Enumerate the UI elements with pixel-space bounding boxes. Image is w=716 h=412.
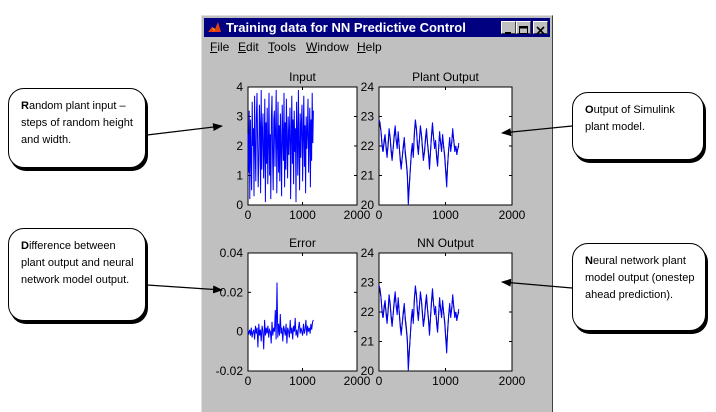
callout-error-initial: D — [21, 240, 29, 252]
window-title: Training data for NN Predictive Control — [226, 20, 466, 35]
callout-input-initial: R — [21, 100, 29, 112]
callout-nn-text: eural network plant model output (oneste… — [585, 255, 695, 301]
y-tick-label-2-1: 0 — [236, 325, 243, 339]
maximize-button[interactable] — [516, 21, 531, 34]
series-line-0-0 — [247, 89, 314, 203]
minimize-icon — [505, 32, 511, 34]
y-tick-label-0-0: 0 — [236, 198, 243, 212]
plot-title-1: Plant Output — [412, 70, 479, 84]
plot-title-2: Error — [289, 236, 316, 250]
matlab-logo-icon — [207, 20, 222, 35]
x-tick-label-3-2: 2000 — [499, 374, 526, 388]
y-tick-label-1-3: 23 — [361, 110, 375, 124]
y-tick-label-0-1: 1 — [236, 169, 243, 183]
x-tick-label-3-1: 1000 — [432, 374, 459, 388]
menu-edit[interactable]: Edit — [238, 40, 259, 54]
x-tick-label-2-2: 2000 — [344, 374, 371, 388]
plot-title-3: NN Output — [417, 236, 474, 250]
y-tick-label-3-1: 21 — [361, 335, 375, 349]
close-icon — [536, 26, 545, 35]
callout-error-text: ifference between plant output and neura… — [21, 240, 134, 286]
callout-plant-initial: O — [585, 104, 594, 116]
x-tick-label-0-1: 1000 — [289, 208, 316, 222]
callout-nn-output: Neural network plant model output (onest… — [572, 243, 706, 331]
y-tick-label-3-4: 24 — [361, 246, 375, 260]
x-tick-label-3-0: 0 — [376, 374, 383, 388]
callout-input-text: andom plant input – steps of random heig… — [21, 100, 133, 146]
y-tick-label-3-0: 20 — [361, 364, 375, 378]
y-tick-label-1-1: 21 — [361, 169, 375, 183]
close-button[interactable] — [533, 21, 548, 35]
x-tick-label-1-0: 0 — [376, 208, 383, 222]
y-tick-label-3-3: 23 — [361, 276, 375, 290]
menu-bar: File Edit Tools Window Help — [204, 39, 550, 56]
callout-plant-output: Output of Simulink plant model. — [572, 92, 704, 160]
series-line-3-0 — [378, 285, 460, 372]
y-tick-label-0-4: 4 — [236, 80, 243, 94]
y-tick-label-2-0: -0.02 — [216, 364, 244, 378]
x-tick-label-0-0: 0 — [245, 208, 252, 222]
x-tick-label-1-1: 1000 — [432, 208, 459, 222]
y-tick-label-2-2: 0.02 — [220, 285, 244, 299]
menu-window[interactable]: Window — [306, 40, 349, 54]
maximize-icon — [519, 26, 528, 34]
callout-plant-text: utput of Simulink plant model. — [585, 104, 675, 133]
callout-error: Difference between plant output and neur… — [8, 228, 146, 321]
callout-input: Random plant input – steps of random hei… — [8, 88, 146, 168]
x-tick-label-2-1: 1000 — [289, 374, 316, 388]
y-tick-label-2-3: 0.04 — [220, 246, 244, 260]
minimize-button[interactable] — [501, 21, 516, 34]
series-line-2-0 — [247, 282, 314, 350]
x-tick-label-0-2: 2000 — [344, 208, 371, 222]
x-tick-label-2-0: 0 — [245, 374, 252, 388]
plot-area-1 — [378, 86, 513, 206]
y-tick-label-0-2: 2 — [236, 139, 243, 153]
menu-tools[interactable]: Tools — [268, 40, 297, 54]
x-tick-label-1-2: 2000 — [499, 208, 526, 222]
menu-file[interactable]: File — [210, 40, 230, 54]
y-tick-label-0-3: 3 — [236, 110, 243, 124]
y-tick-label-3-2: 22 — [361, 305, 375, 319]
callout-nn-initial: N — [585, 255, 593, 267]
y-tick-label-1-2: 22 — [361, 139, 375, 153]
y-tick-label-1-4: 24 — [361, 80, 375, 94]
title-bar[interactable]: Training data for NN Predictive Control — [204, 18, 550, 37]
series-line-1-0 — [378, 119, 460, 206]
menu-help[interactable]: Help — [357, 40, 382, 54]
plot-area-2 — [247, 252, 358, 372]
y-tick-label-1-0: 20 — [361, 198, 375, 212]
plot-title-0: Input — [289, 70, 316, 84]
plot-area-3 — [378, 252, 513, 372]
